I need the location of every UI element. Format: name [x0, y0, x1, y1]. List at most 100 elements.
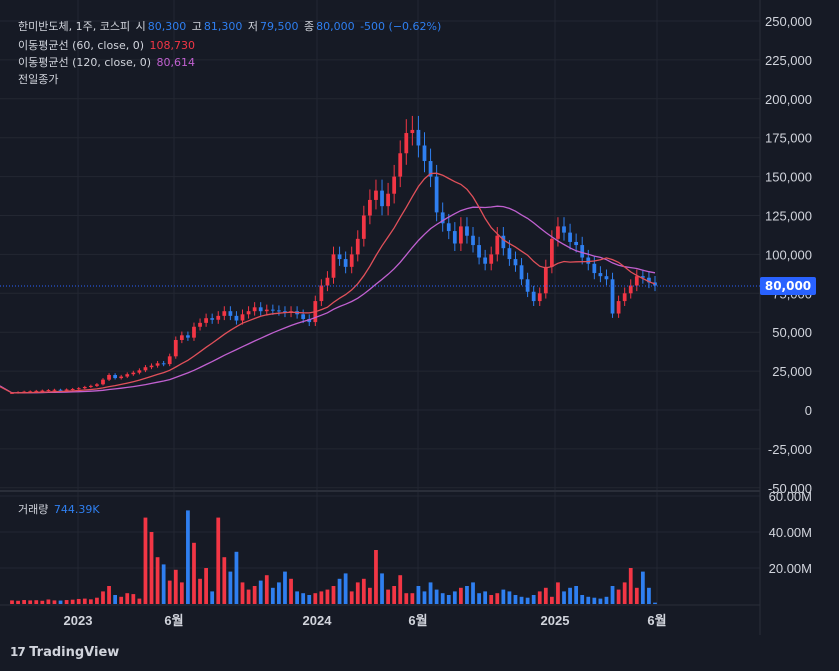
volume-bar [380, 573, 384, 604]
ma60-legend[interactable]: 이동평균선 (60, close, 0) 108,730 [18, 37, 197, 53]
open-value: 80,300 [147, 20, 187, 33]
candle-body [556, 226, 560, 239]
volume-legend[interactable]: 거래량 744.39K [18, 501, 102, 517]
volume-bar [361, 578, 366, 604]
candle-body [192, 326, 196, 338]
time-tick-label: 2025 [541, 613, 570, 628]
volume-bar [525, 597, 530, 604]
candle-body [483, 257, 488, 264]
candle-body [331, 254, 336, 278]
candle-body [604, 276, 609, 280]
candle-body [459, 226, 463, 244]
volume-bar [422, 591, 427, 604]
candle-body [634, 276, 639, 286]
price-tick-label: 250,000 [765, 14, 812, 29]
volume-bar [52, 600, 57, 604]
candle-body [204, 318, 208, 323]
volume-bar [204, 568, 208, 604]
time-tick-label: 6월 [164, 613, 183, 628]
volume-bar [46, 599, 51, 604]
volume-bar [471, 582, 475, 604]
candle-body [489, 254, 494, 264]
close-value: 80,000 [316, 20, 355, 33]
last-price-badge: 80,000 [760, 277, 816, 295]
candle-body [610, 279, 615, 314]
candle-body [507, 248, 512, 260]
volume-tick-label: 40.00M [769, 525, 812, 540]
candle-body [452, 231, 457, 244]
volume-bar [337, 578, 342, 604]
candle-body [149, 365, 154, 368]
candle-body [173, 339, 178, 357]
ma120-legend[interactable]: 이동평균선 (120, close, 0) 80,614 [18, 54, 197, 70]
open-label: 시 [135, 20, 146, 33]
time-tick-label: 2024 [303, 613, 333, 628]
candle-body [179, 335, 184, 340]
price-tick-label: 175,000 [765, 131, 812, 146]
volume-bar [325, 589, 330, 604]
volume-bar [392, 586, 397, 604]
volume-bar [149, 532, 154, 604]
volume-bar [137, 598, 142, 604]
candle-body [513, 259, 518, 266]
candle-body [525, 279, 530, 292]
time-axis-ticks: 2023 6월 2024 6월 2025 6월 [64, 613, 667, 628]
candle-body [143, 367, 148, 371]
price-tick-label: -25,000 [768, 442, 812, 457]
volume-bar [592, 597, 597, 604]
candle-body [307, 318, 312, 323]
volume-bar [556, 582, 560, 604]
candle-body [319, 285, 324, 302]
volume-bar [210, 591, 215, 604]
candle-body [131, 372, 136, 375]
volume-bar [331, 586, 336, 604]
candle-body [137, 370, 142, 373]
candle-body [580, 245, 585, 258]
volume-bar [598, 598, 603, 604]
candle-body [258, 307, 263, 312]
volume-bar [277, 582, 281, 604]
volume-bar [258, 580, 263, 604]
volume-bar [101, 591, 105, 604]
volume-bar [459, 587, 463, 604]
candle-body [598, 273, 603, 277]
volume-bar [604, 596, 609, 604]
price-tick-label: 50,000 [772, 325, 812, 340]
volume-bar [131, 594, 136, 604]
volume-bar [198, 578, 202, 604]
candle-body [537, 293, 542, 302]
low-value: 79,500 [259, 20, 299, 33]
candle-body [52, 389, 57, 391]
volume-bar [495, 593, 500, 604]
prev-close-legend[interactable]: 전일종가 [18, 71, 60, 87]
volume-bar [404, 593, 409, 604]
candle-body [155, 363, 160, 366]
ma120-value: 80,614 [156, 56, 196, 69]
candle-body [28, 391, 33, 393]
candle-body [277, 310, 281, 312]
candle-body [465, 226, 469, 236]
prev-close-label: 전일종가 [18, 73, 59, 86]
volume-bar [64, 600, 69, 604]
time-tick-label: 6월 [647, 613, 666, 628]
grid [0, 0, 760, 605]
volume-bar [477, 593, 481, 604]
candle-body [434, 176, 439, 213]
volume-bar [82, 598, 87, 604]
candle-body [270, 309, 275, 311]
volume-bar [568, 587, 572, 604]
candle-body [198, 322, 202, 327]
price-tick-label: 0 [805, 403, 812, 418]
candle-body [186, 335, 190, 338]
time-tick-label: 2023 [64, 613, 93, 628]
candle-body [549, 238, 554, 267]
volume-bar [647, 587, 651, 604]
tradingview-logo[interactable]: 17 TradingView [10, 645, 119, 660]
symbol-name[interactable]: 한미반도체, 1주, 코스피 [18, 20, 131, 33]
volume-bar [434, 589, 439, 604]
candle-body [562, 226, 566, 233]
volume-bar [192, 542, 196, 604]
candle-body [543, 266, 548, 294]
volume-bar [574, 586, 579, 604]
